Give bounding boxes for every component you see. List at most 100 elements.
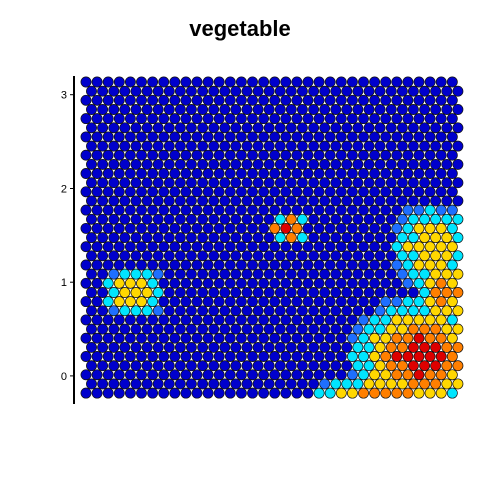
heatmap-cell [186, 214, 196, 224]
heatmap-cell [98, 306, 108, 316]
heatmap-cell [231, 251, 241, 261]
heatmap-cell [125, 388, 135, 398]
heatmap-cell [325, 187, 335, 197]
heatmap-cell [164, 251, 174, 261]
heatmap-cell [370, 278, 380, 288]
heatmap-cell [320, 269, 330, 279]
heatmap-cell [386, 196, 396, 206]
heatmap-cell [442, 123, 452, 133]
heatmap-cell [264, 233, 274, 243]
heatmap-cell [253, 86, 263, 96]
heatmap-cell [264, 141, 274, 151]
heatmap-cell [397, 178, 407, 188]
heatmap-cell [136, 333, 146, 343]
heatmap-cell [142, 287, 152, 297]
heatmap-cell [403, 278, 413, 288]
heatmap-cell [259, 242, 269, 252]
heatmap-cell [203, 242, 213, 252]
heatmap-cell [386, 287, 396, 297]
heatmap-cell [270, 114, 280, 124]
heatmap-cell [109, 104, 119, 114]
heatmap-cell [286, 233, 296, 243]
heatmap-cell [214, 388, 224, 398]
heatmap-cell [159, 95, 169, 105]
heatmap-cell [414, 351, 424, 361]
heatmap-cell [242, 86, 252, 96]
heatmap-cell [136, 187, 146, 197]
heatmap-cell [198, 342, 208, 352]
heatmap-cell [231, 141, 241, 151]
heatmap-cell [397, 196, 407, 206]
heatmap-cell [281, 278, 291, 288]
heatmap-cell [453, 287, 463, 297]
heatmap-cell [170, 77, 180, 87]
heatmap-cell [408, 141, 418, 151]
heatmap-cell [297, 379, 307, 389]
heatmap-cell [431, 342, 441, 352]
heatmap-cell [303, 242, 313, 252]
heatmap-cell [175, 178, 185, 188]
heatmap-cell [175, 104, 185, 114]
heatmap-cell [92, 351, 102, 361]
heatmap-cell [136, 242, 146, 252]
heatmap-cell [275, 196, 285, 206]
heatmap-cell [92, 95, 102, 105]
heatmap-cell [109, 178, 119, 188]
heatmap-cell [114, 297, 124, 307]
heatmap-cell [414, 297, 424, 307]
heatmap-cell [275, 159, 285, 169]
heatmap-cell [292, 388, 302, 398]
heatmap-cell [103, 351, 113, 361]
heatmap-cell [92, 242, 102, 252]
heatmap-cell [358, 168, 368, 178]
heatmap-cell [292, 168, 302, 178]
heatmap-cell [120, 86, 130, 96]
heatmap-cell [142, 342, 152, 352]
heatmap-cell [259, 95, 269, 105]
heatmap-cell [220, 287, 230, 297]
heatmap-cell [264, 159, 274, 169]
heatmap-cell [453, 233, 463, 243]
heatmap-cell [131, 123, 141, 133]
heatmap-cell [103, 77, 113, 87]
heatmap-cell [303, 388, 313, 398]
heatmap-cell [175, 196, 185, 206]
heatmap-cell [109, 361, 119, 371]
heatmap-cell [303, 278, 313, 288]
heatmap-cell [275, 123, 285, 133]
heatmap-cell [431, 141, 441, 151]
heatmap-cell [148, 370, 158, 380]
heatmap-cell [370, 132, 380, 142]
heatmap-cell [403, 370, 413, 380]
heatmap-cell [186, 269, 196, 279]
heatmap-cell [447, 114, 457, 124]
heatmap-cell [159, 187, 169, 197]
heatmap-cell [125, 168, 135, 178]
heatmap-cell [314, 95, 324, 105]
heatmap-cell [148, 95, 158, 105]
heatmap-cell [114, 95, 124, 105]
heatmap-cell [142, 306, 152, 316]
heatmap-cell [81, 278, 91, 288]
heatmap-cell [292, 351, 302, 361]
heatmap-cell [375, 141, 385, 151]
heatmap-cell [148, 168, 158, 178]
heatmap-cell [98, 196, 108, 206]
heatmap-cell [353, 306, 363, 316]
heatmap-cell [370, 205, 380, 215]
heatmap-cell [420, 361, 430, 371]
heatmap-cell [336, 95, 346, 105]
heatmap-cell [214, 77, 224, 87]
heatmap-cell [181, 205, 191, 215]
heatmap-cell [325, 77, 335, 87]
heatmap-cell [181, 77, 191, 87]
heatmap-cell [203, 333, 213, 343]
heatmap-cell [303, 315, 313, 325]
heatmap-cell [336, 223, 346, 233]
heatmap-cell [320, 86, 330, 96]
heatmap-cell [358, 370, 368, 380]
heatmap-cell [442, 104, 452, 114]
heatmap-cell [253, 141, 263, 151]
heatmap-cell [125, 297, 135, 307]
heatmap-cell [236, 278, 246, 288]
